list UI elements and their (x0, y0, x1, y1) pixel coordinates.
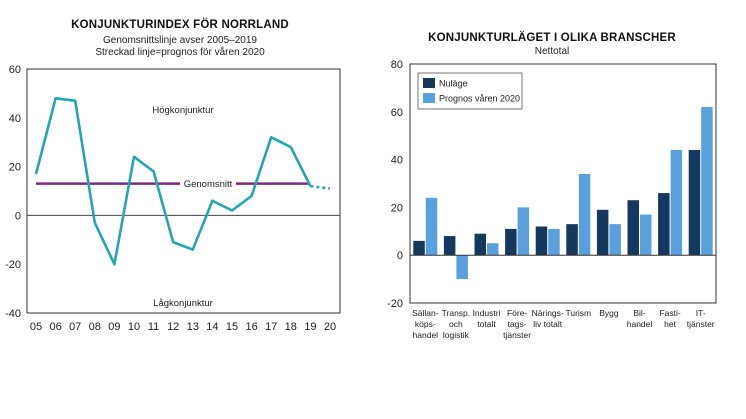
left-y-tick-label: -20 (5, 259, 21, 271)
left-x-tick-label: 09 (108, 321, 120, 333)
right-x-tick-label: tags- (508, 319, 527, 329)
right-x-tick-label: totalt (477, 319, 496, 329)
left-plot-frame (26, 68, 341, 314)
left-x-tick-label: 13 (187, 321, 199, 333)
right-y-tick-label: -20 (387, 298, 403, 310)
left-y-tick-label: 60 (9, 64, 21, 76)
right-x-tick-label: Turism (565, 308, 591, 318)
right-chart-subtitle: Nettotal (534, 46, 570, 57)
bar-nulage (443, 236, 456, 256)
left-x-tick-label: 12 (167, 321, 179, 333)
right-x-tick-label: Transp. (442, 308, 471, 318)
bar-nulage (596, 209, 609, 256)
right-x-tick-label: handel (413, 330, 439, 340)
upper-zone-label: Högkonjunktur (152, 105, 213, 116)
right-x-tick-label: het (664, 319, 676, 329)
forecast-series-line (310, 184, 331, 190)
right-plot-frame (409, 63, 717, 304)
left-x-tick-label: 08 (89, 321, 101, 333)
index-series-line (34, 96, 312, 266)
right-x-tick-label: tjänster (687, 319, 715, 329)
bar-prognos (487, 243, 499, 256)
bar-nulage (535, 226, 548, 256)
left-chart-subtitle-2: Streckad linje=prognos för våren 2020 (95, 47, 265, 58)
right-y-tick-label: 0 (397, 250, 403, 262)
left-chart-subtitle-1: Genomsnittslinje avser 2005–2019 (103, 35, 257, 46)
right-x-tick-label: Sällan- (412, 308, 439, 318)
right-y-tick-label: 80 (391, 59, 403, 71)
left-x-tick-label: 19 (304, 321, 316, 333)
left-x-tick-label: 11 (148, 321, 159, 333)
bar-prognos (517, 207, 530, 256)
right-x-tick-label: köps- (415, 319, 436, 329)
bar-nulage (566, 224, 578, 256)
left-x-tick-label: 15 (226, 321, 238, 333)
bar-prognos (609, 224, 621, 256)
bar-prognos (701, 107, 713, 256)
right-x-tick-label: logistik (443, 330, 470, 340)
right-x-tick-label: liv totalt (533, 319, 562, 329)
right-x-tick-label: och (449, 319, 463, 329)
left-y-tick-label: 0 (15, 210, 21, 222)
bar-nulage (688, 150, 701, 256)
bar-nulage (658, 193, 670, 256)
right-y-tick-label: 40 (391, 155, 403, 167)
right-legend-box (417, 72, 523, 110)
bar-prognos (548, 228, 560, 256)
lower-zone-label: Lågkonjunktur (153, 298, 213, 309)
left-x-tick-label: 18 (285, 321, 297, 333)
left-x-tick-label: 10 (128, 321, 140, 333)
right-y-tick-label: 60 (391, 107, 403, 119)
right-x-tick-label: IT- (696, 308, 706, 318)
right-x-tick-label: Bygg (599, 308, 619, 318)
right-x-tick-label: Närings- (532, 308, 564, 318)
left-y-tick-label: 40 (9, 113, 21, 125)
bar-prognos (578, 173, 591, 256)
bar-nulage (627, 200, 639, 256)
average-label: Genomsnitt (184, 179, 233, 190)
left-x-tick-label: 14 (206, 321, 218, 333)
left-x-tick-label: 05 (30, 321, 42, 333)
legend-swatch (423, 93, 435, 103)
right-x-tick-label: Industri (473, 308, 501, 318)
bar-prognos (670, 150, 683, 256)
legend-swatch (423, 78, 435, 88)
right-y-tick-label: 20 (391, 202, 403, 214)
left-y-tick-label: -40 (5, 308, 21, 320)
bar-nulage (474, 233, 486, 256)
right-x-tick-label: Bil- (633, 308, 645, 318)
left-y-tick-label: 20 (9, 162, 21, 174)
legend-label: Nuläge (439, 79, 468, 89)
left-chart-title: KONJUNKTURINDEX FÖR NORRLAND (71, 19, 289, 31)
left-x-tick-label: 20 (324, 321, 336, 333)
bar-prognos (640, 214, 652, 256)
bar-prognos (456, 255, 468, 280)
right-x-tick-label: Fasti- (659, 308, 680, 318)
bar-nulage (505, 228, 517, 256)
right-chart-title: KONJUNKTURLÄGET I OLIKA BRANSCHER (428, 32, 676, 44)
left-x-tick-label: 07 (69, 321, 81, 333)
left-x-tick-label: 06 (49, 321, 61, 333)
right-x-tick-label: Före- (507, 308, 527, 318)
bar-nulage (413, 240, 425, 256)
left-x-tick-label: 17 (265, 321, 277, 333)
legend-label: Prognos våren 2020 (439, 94, 520, 104)
bar-prognos (425, 197, 438, 256)
right-x-tick-label: handel (627, 319, 653, 329)
right-x-tick-label: tjänster (503, 330, 531, 340)
left-x-tick-label: 16 (245, 321, 257, 333)
